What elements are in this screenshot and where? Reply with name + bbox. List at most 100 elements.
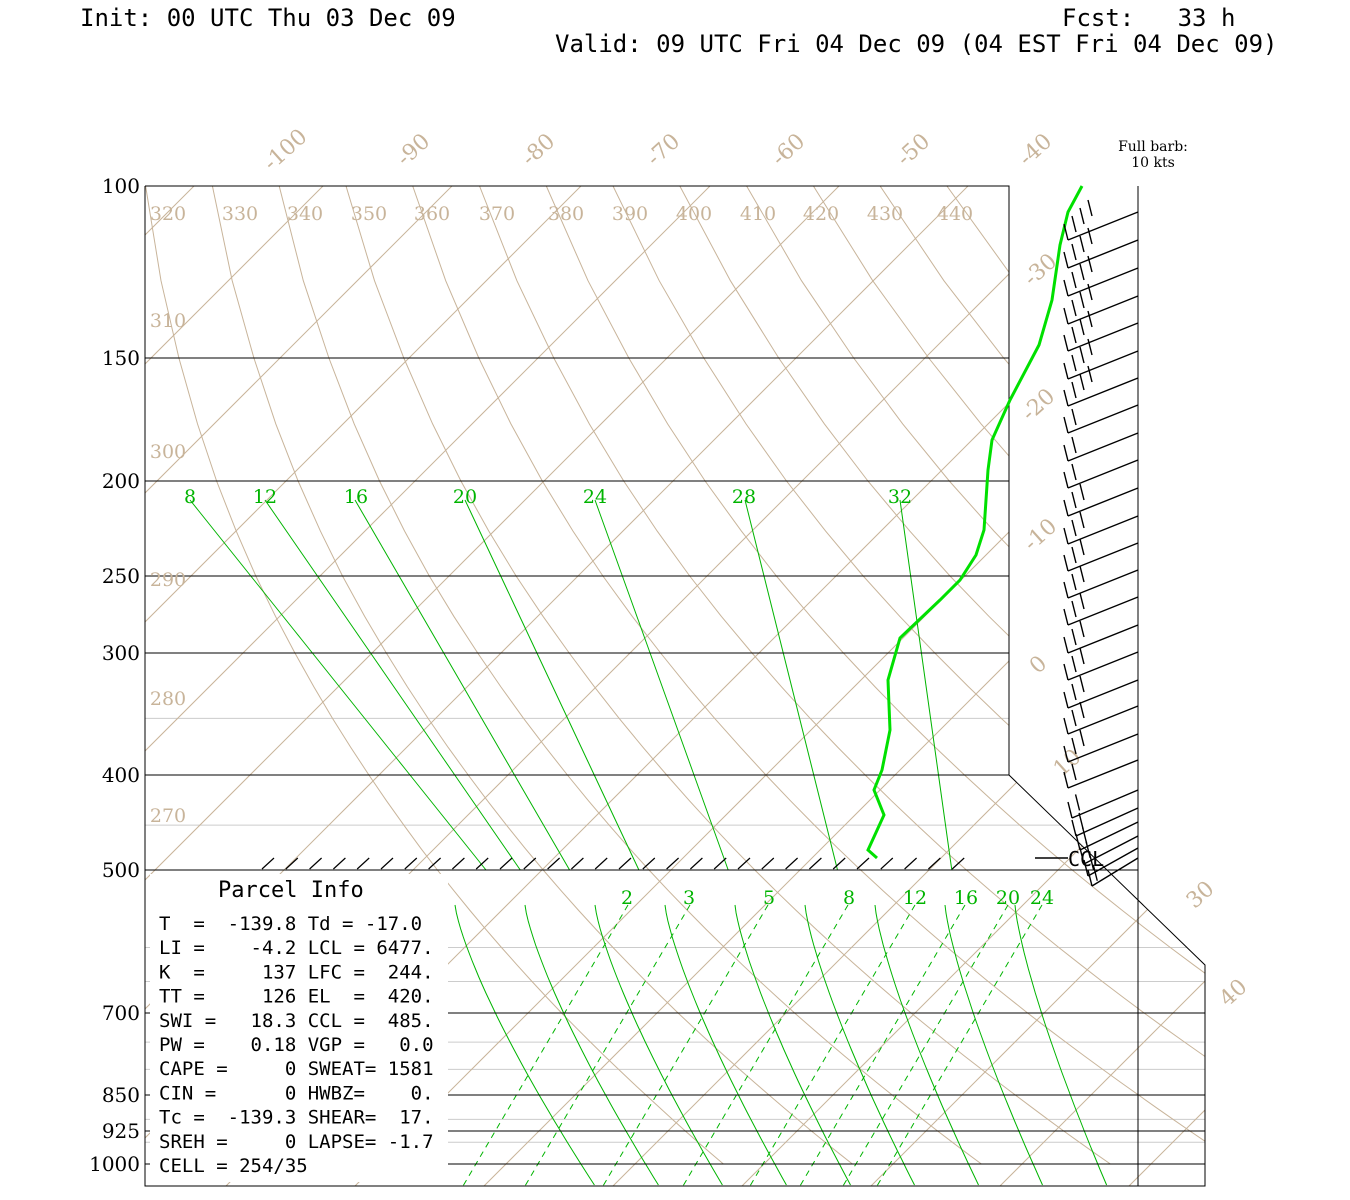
barb-shaft: [1067, 322, 1139, 352]
moist-adiabat-lower: [594, 904, 723, 1186]
barb-flag: [1071, 243, 1077, 261]
moist-curve: [744, 499, 839, 870]
barb-flag: [1063, 334, 1069, 352]
barb-shaft: [1067, 267, 1139, 297]
dry-adiabat: [1146, 186, 1205, 1165]
mixing-ratio-label: 8: [843, 887, 855, 909]
barb-flag: [1079, 675, 1085, 693]
parcel-info-title: Parcel Info: [218, 878, 364, 903]
hatch-mark: [856, 857, 870, 870]
theta-label: 400: [676, 203, 712, 225]
barb-flag: [1063, 416, 1069, 434]
mixing-ratio-label: 2: [621, 887, 633, 909]
barb-shaft: [1067, 733, 1139, 763]
barb-shaft: [1067, 432, 1139, 462]
barb-flag: [1063, 279, 1069, 297]
mixing-ratio-label: 32: [888, 486, 912, 508]
hatch-mark: [713, 857, 727, 870]
mixing-ratio-label: 5: [763, 887, 775, 909]
dry-adiabat: [1080, 186, 1205, 1165]
barb-shaft: [1067, 542, 1139, 572]
temperature-label: -60: [767, 129, 810, 171]
moist-adiabat-lower: [1014, 904, 1108, 1186]
barb-shaft: [1091, 857, 1139, 887]
hatch-mark: [689, 857, 703, 870]
mixing-ratio-label: 12: [903, 887, 927, 909]
barb-flag: [1071, 271, 1077, 289]
barb-flag: [1079, 291, 1085, 309]
barb-flag: [1087, 869, 1093, 887]
mixing-ratio-labels: 8 12 16 20 24 28 32 2 3 5 8 12 16 20 24: [184, 486, 1054, 909]
pressure-label: 300: [102, 641, 140, 665]
barb-shaft: [1067, 705, 1139, 735]
moist-adiabat-lower: [874, 904, 979, 1186]
dry-adiabat: [345, 186, 1111, 1165]
moist-adiabat-lower: [454, 904, 595, 1186]
theta-label: 300: [150, 441, 186, 463]
theta-label: 380: [548, 203, 584, 225]
hatch-mark: [404, 857, 418, 870]
parcel-info-panel: Parcel Info T = -139.8 Td = -17.0LI = -4…: [150, 874, 448, 1182]
barb-shaft: [1067, 211, 1139, 241]
barb-flag: [1071, 408, 1077, 426]
barb-flag: [1087, 227, 1093, 245]
hatch-mark: [737, 857, 751, 870]
temperature-label: 10: [1049, 745, 1087, 782]
barb-shaft: [1067, 487, 1139, 517]
isotherm-line: [354, 186, 1205, 1186]
parcel-info-row: TT = 126 EL = 420.: [159, 986, 434, 1008]
barb-flag: [1063, 581, 1069, 599]
temperature-label: -90: [392, 129, 435, 171]
mixing-ratio-label: 8: [184, 486, 196, 508]
pressure-labels: 100 150 200 250 300 400 500 700 850 925 1000: [89, 174, 140, 1176]
theta-label: 390: [612, 203, 648, 225]
temperature-label: 30: [1182, 877, 1220, 914]
moist-curve: [464, 499, 640, 870]
barb-flag: [1074, 794, 1081, 811]
pressure-label: 200: [102, 469, 140, 493]
barb-flag: [1063, 389, 1069, 407]
barb-flag: [1071, 709, 1077, 727]
hatch-mark: [904, 857, 918, 870]
hatch-mark: [666, 857, 680, 870]
barb-flag: [1063, 608, 1069, 626]
isobar-lines: [145, 357, 1205, 1165]
barb-flag: [1079, 847, 1085, 865]
barb-flag: [1071, 354, 1077, 372]
barb-flag: [1079, 235, 1085, 253]
barb-flag: [1087, 255, 1093, 273]
barb-shaft: [1079, 821, 1139, 851]
barb-flag: [1079, 620, 1085, 638]
barb-flag: [1079, 207, 1085, 225]
mixing-ratio-label: 20: [453, 486, 477, 508]
barb-shaft: [1067, 515, 1139, 545]
init-time: Init: 00 UTC Thu 03 Dec 09: [80, 4, 456, 32]
moist-adiabat-lower: [524, 904, 659, 1186]
parcel-info-row: T = -139.8 Td = -17.0: [159, 913, 422, 935]
pressure-label: 850: [102, 1083, 140, 1107]
barb-flag: [1071, 326, 1077, 344]
theta-label: 360: [414, 203, 450, 225]
hatch-mark: [451, 857, 465, 870]
dry-adiabat: [679, 186, 1205, 1165]
temperature-label: -100: [259, 124, 312, 176]
temperature-label: -10: [1019, 514, 1062, 556]
theta-label: 370: [479, 203, 515, 225]
hatch-mark: [808, 857, 822, 870]
hatch-mark: [594, 857, 608, 870]
isotherm-line: [145, 186, 969, 1186]
barb-flag: [1071, 655, 1077, 673]
barb-shaft: [1067, 377, 1139, 407]
parcel-info-row: K = 137 LFC = 244.: [159, 961, 434, 983]
hatch-mark: [761, 857, 775, 870]
barb-flag: [1063, 717, 1069, 735]
barb-flag: [1092, 864, 1098, 881]
theta-label: 440: [937, 203, 973, 225]
barb-flag: [1081, 827, 1088, 844]
temperature-label: -70: [642, 129, 685, 171]
dry-adiabat: [1214, 186, 1350, 1164]
mixing-ratio-label: 12: [253, 486, 277, 508]
ccl-marker: CCL: [1035, 847, 1104, 871]
moist-adiabat-lower: [734, 904, 851, 1186]
ccl-label: CCL: [1068, 847, 1104, 871]
